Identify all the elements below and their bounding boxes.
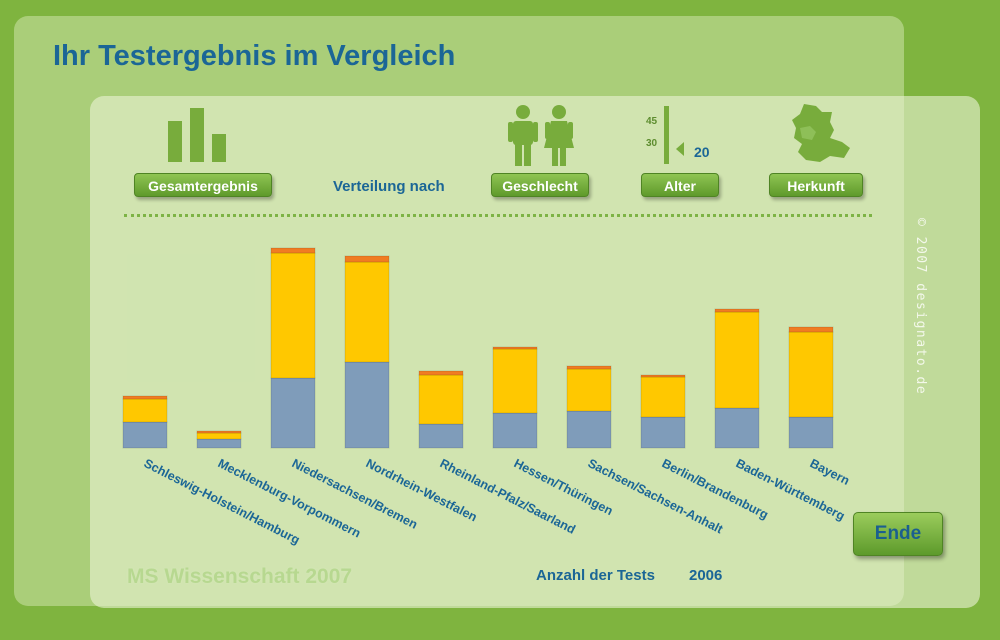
bar-segment-1-10 (788, 416, 834, 449)
bar-segment-3-8 (640, 374, 686, 378)
herkunft-button[interactable]: Herkunft (769, 173, 863, 197)
man-woman-icon[interactable] (505, 104, 577, 168)
separator (124, 214, 872, 217)
bar-chart-icon[interactable] (166, 106, 228, 164)
bar-segment-1-3 (270, 377, 316, 449)
bar-segment-2-9 (714, 311, 760, 409)
category-label: Niedersachsen/Bremen (290, 456, 420, 532)
category-label: Sachsen/Sachsen-Anhalt (586, 456, 726, 537)
germany-map-icon[interactable] (786, 102, 852, 166)
category-label: Rheinland-Pfalz/Saarland (438, 456, 578, 537)
bar-segment-3-5 (418, 370, 464, 376)
bar-segment-1-8 (640, 416, 686, 449)
bar-segment-1-9 (714, 407, 760, 449)
bar-segment-3-10 (788, 326, 834, 333)
age-tick-30: 30 (646, 138, 658, 149)
alter-button[interactable]: Alter (641, 173, 719, 197)
bar-segment-1-7 (566, 410, 612, 449)
category-label: Bayern (808, 456, 852, 488)
bar-segment-2-3 (270, 252, 316, 379)
page-title: Ihr Testergebnis im Vergleich (53, 40, 456, 72)
gesamtergebnis-button[interactable]: Gesamtergebnis (134, 173, 272, 197)
age-pointer-icon (664, 106, 684, 164)
bar-segment-3-2 (196, 430, 242, 434)
bar-segment-2-6 (492, 348, 538, 414)
bar-segment-3-3 (270, 247, 316, 254)
brand-label: MS Wissenschaft 2007 (127, 565, 353, 588)
age-value: 20 (694, 144, 710, 160)
geschlecht-button[interactable]: Geschlecht (491, 173, 589, 197)
age-tick-45: 45 (646, 116, 658, 127)
bar-segment-2-1 (122, 398, 168, 423)
bar-segment-1-5 (418, 423, 464, 449)
bar-segment-1-2 (196, 438, 242, 449)
count-label: Anzahl der Tests (536, 567, 655, 584)
bar-segment-2-7 (566, 368, 612, 412)
bar-segment-2-8 (640, 376, 686, 418)
bar-segment-2-5 (418, 374, 464, 425)
bar-segment-1-4 (344, 361, 390, 449)
bar-segment-2-4 (344, 261, 390, 363)
bar-segment-3-1 (122, 395, 168, 400)
verteilung-label: Verteilung nach (333, 178, 445, 195)
bar-segment-2-10 (788, 331, 834, 418)
count-value: 2006 (689, 567, 723, 584)
bar-segment-1-6 (492, 412, 538, 449)
bar-segment-3-7 (566, 365, 612, 370)
bar-segment-3-9 (714, 308, 760, 313)
bar-segment-3-6 (492, 346, 538, 350)
bar-segment-3-4 (344, 255, 390, 263)
bar-segment-1-1 (122, 421, 168, 449)
ende-button[interactable]: Ende (853, 512, 943, 556)
bar-segment-2-2 (196, 432, 242, 440)
